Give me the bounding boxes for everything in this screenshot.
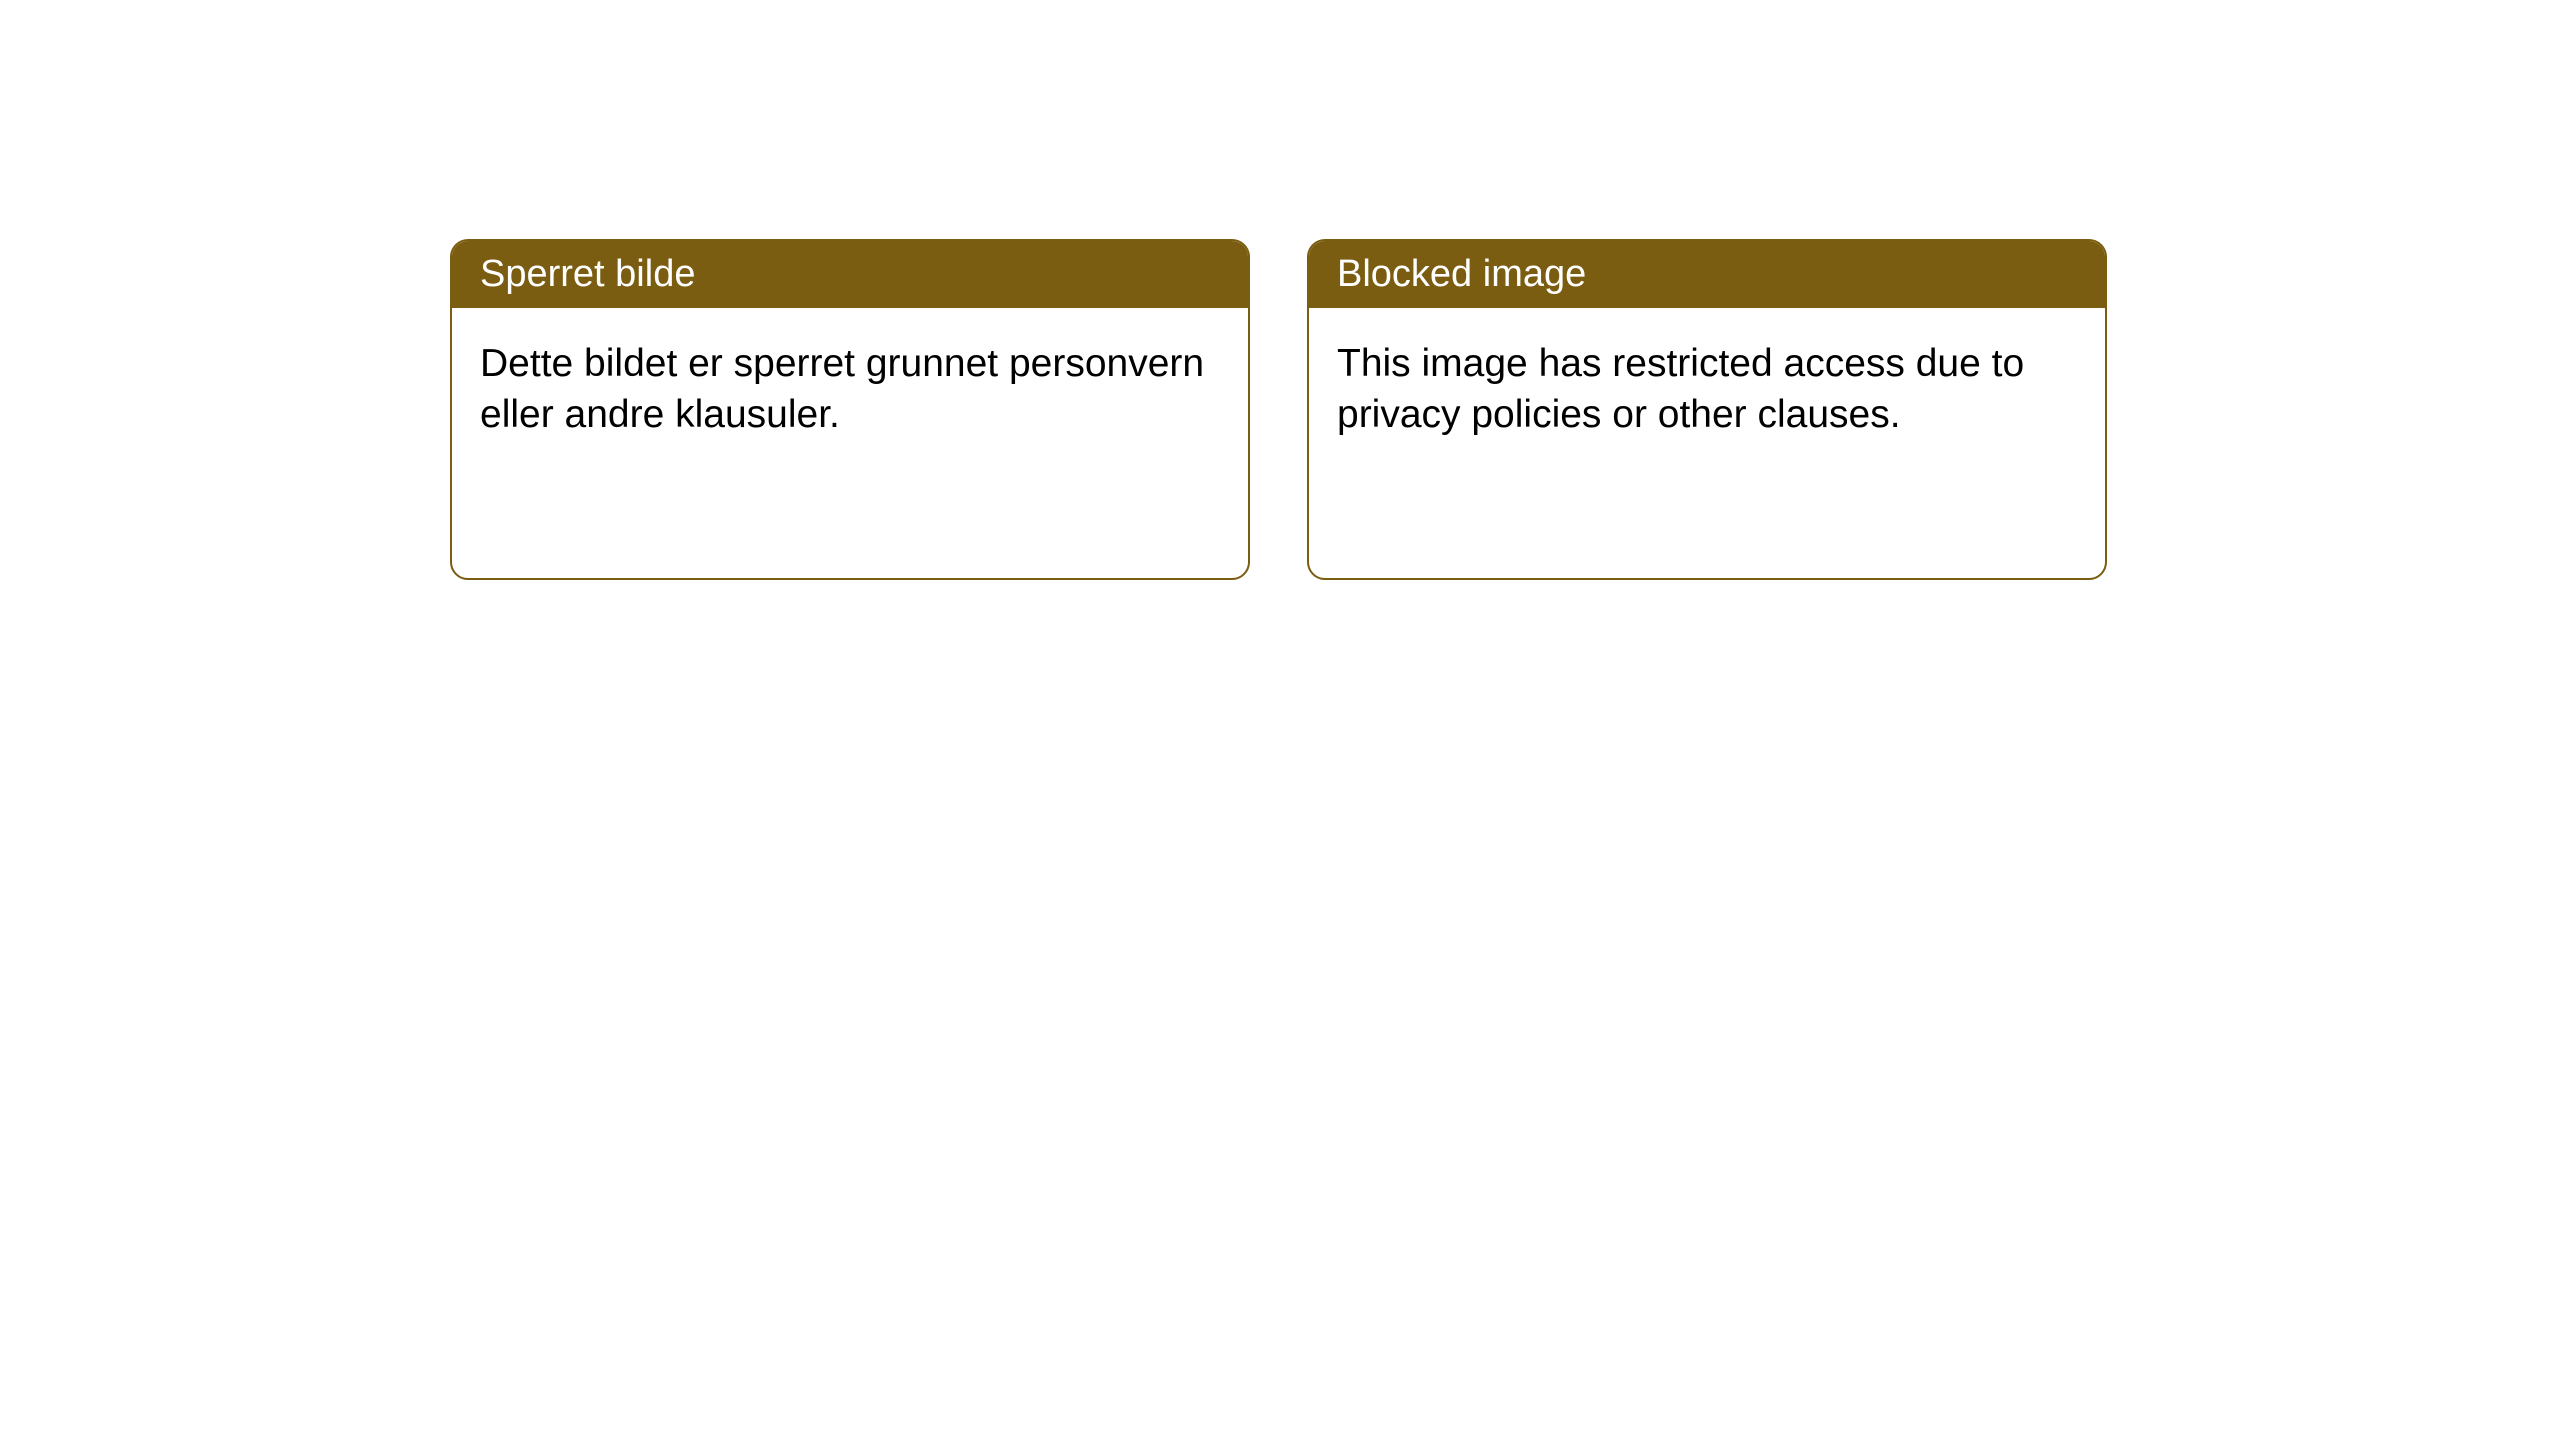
notice-header-text: Sperret bilde: [480, 253, 695, 295]
notice-card-norwegian: Sperret bilde Dette bildet er sperret gr…: [450, 239, 1250, 580]
notice-header-norwegian: Sperret bilde: [452, 241, 1248, 308]
notice-body-english: This image has restricted access due to …: [1309, 308, 2105, 578]
notice-card-english: Blocked image This image has restricted …: [1307, 239, 2107, 580]
notice-header-text: Blocked image: [1337, 253, 1586, 295]
notice-header-english: Blocked image: [1309, 241, 2105, 308]
notice-body-text: Dette bildet er sperret grunnet personve…: [480, 342, 1204, 436]
notice-body-text: This image has restricted access due to …: [1337, 342, 2024, 436]
notice-body-norwegian: Dette bildet er sperret grunnet personve…: [452, 308, 1248, 578]
notices-container: Sperret bilde Dette bildet er sperret gr…: [450, 239, 2107, 580]
